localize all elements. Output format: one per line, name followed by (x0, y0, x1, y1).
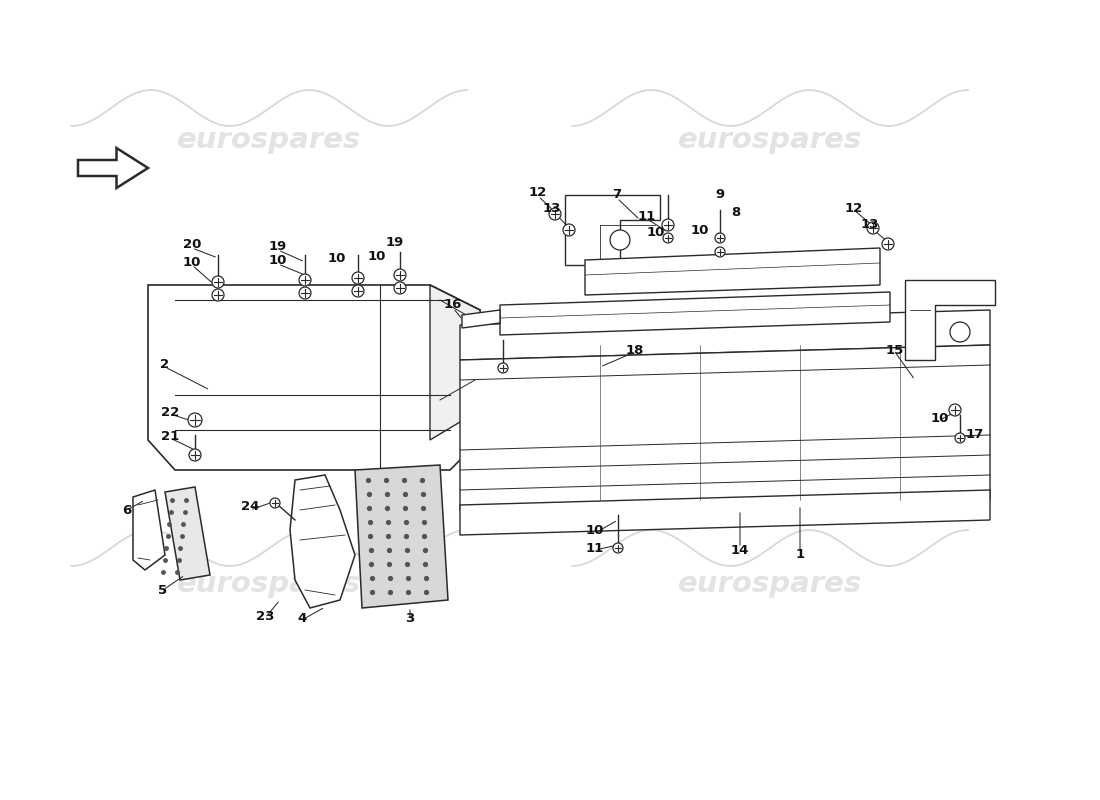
Text: 4: 4 (297, 611, 307, 625)
Text: eurospares: eurospares (678, 126, 862, 154)
Polygon shape (460, 310, 990, 360)
Circle shape (352, 285, 364, 297)
Text: 11: 11 (638, 210, 656, 222)
Text: 3: 3 (406, 611, 415, 625)
Polygon shape (500, 292, 890, 335)
Polygon shape (290, 475, 355, 608)
Text: 10: 10 (328, 251, 346, 265)
Polygon shape (460, 490, 990, 535)
Circle shape (498, 363, 508, 373)
Text: 23: 23 (256, 610, 274, 622)
Text: 10: 10 (183, 255, 201, 269)
Circle shape (352, 272, 364, 284)
Text: eurospares: eurospares (678, 570, 862, 598)
Text: 20: 20 (183, 238, 201, 251)
Circle shape (394, 282, 406, 294)
Polygon shape (355, 465, 448, 608)
Circle shape (950, 322, 970, 342)
Text: eurospares: eurospares (177, 126, 362, 154)
Text: 21: 21 (161, 430, 179, 442)
Circle shape (662, 219, 674, 231)
Text: 10: 10 (931, 411, 949, 425)
Circle shape (663, 233, 673, 243)
Polygon shape (460, 345, 990, 510)
Text: 2: 2 (161, 358, 169, 371)
Text: 15: 15 (886, 343, 904, 357)
Text: 22: 22 (161, 406, 179, 418)
Polygon shape (585, 248, 880, 295)
Text: 5: 5 (158, 583, 167, 597)
Polygon shape (905, 280, 996, 360)
Text: 19: 19 (386, 237, 404, 250)
Text: 7: 7 (613, 189, 621, 202)
Text: 10: 10 (367, 250, 386, 262)
Circle shape (394, 269, 406, 281)
Circle shape (212, 289, 224, 301)
Text: 10: 10 (586, 523, 604, 537)
Circle shape (299, 287, 311, 299)
Polygon shape (133, 490, 165, 570)
Circle shape (189, 449, 201, 461)
Text: 16: 16 (443, 298, 462, 311)
Text: 13: 13 (861, 218, 879, 231)
Text: 10: 10 (647, 226, 666, 239)
Text: 1: 1 (795, 549, 804, 562)
Polygon shape (165, 487, 210, 580)
Text: 13: 13 (542, 202, 561, 214)
Text: 19: 19 (268, 241, 287, 254)
Text: 10: 10 (268, 254, 287, 267)
Polygon shape (148, 285, 480, 470)
Circle shape (867, 222, 879, 234)
Text: 24: 24 (241, 501, 260, 514)
Text: eurospares: eurospares (177, 570, 362, 598)
Text: 6: 6 (122, 503, 132, 517)
Text: 14: 14 (730, 543, 749, 557)
Text: 12: 12 (529, 186, 547, 199)
Circle shape (563, 224, 575, 236)
Polygon shape (430, 285, 480, 440)
Circle shape (549, 208, 561, 220)
Text: 12: 12 (845, 202, 864, 214)
Circle shape (299, 274, 311, 286)
Circle shape (955, 433, 965, 443)
Text: 8: 8 (732, 206, 740, 218)
Polygon shape (565, 195, 660, 265)
Circle shape (212, 276, 224, 288)
Text: 17: 17 (966, 427, 984, 441)
Circle shape (949, 404, 961, 416)
Text: 9: 9 (715, 189, 725, 202)
Text: 10: 10 (691, 223, 710, 237)
Circle shape (613, 543, 623, 553)
Polygon shape (462, 310, 501, 328)
Circle shape (715, 247, 725, 257)
Text: 11: 11 (586, 542, 604, 554)
Circle shape (610, 230, 630, 250)
Circle shape (882, 238, 894, 250)
Circle shape (715, 233, 725, 243)
Circle shape (270, 498, 280, 508)
Circle shape (188, 413, 202, 427)
Text: 18: 18 (626, 343, 645, 357)
